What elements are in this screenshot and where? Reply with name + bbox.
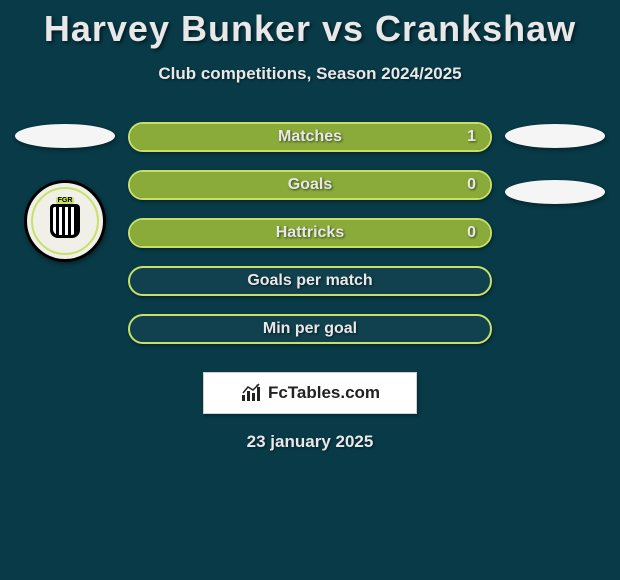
- stat-label: Matches: [130, 128, 490, 146]
- stat-value: 0: [467, 224, 476, 242]
- badge-shield-icon: [50, 204, 80, 238]
- page-title: Harvey Bunker vs Crankshaw: [0, 0, 620, 50]
- right-player-photo-placeholder: [505, 124, 605, 148]
- stat-row-min-per-goal: Min per goal: [128, 314, 492, 344]
- stat-label: Goals: [130, 176, 490, 194]
- left-player-photo-placeholder: [15, 124, 115, 148]
- brand-text: FcTables.com: [268, 383, 380, 403]
- left-player-column: FGR: [10, 122, 120, 262]
- date-text: 23 january 2025: [0, 432, 620, 452]
- stat-value: 0: [467, 176, 476, 194]
- left-club-badge: FGR: [24, 180, 106, 262]
- stats-column: Matches 1 Goals 0 Hattricks 0 Goals per …: [120, 122, 500, 414]
- stat-label: Hattricks: [130, 224, 490, 242]
- comparison-area: FGR Matches 1 Goals 0 Hattricks 0 Goals …: [0, 122, 620, 414]
- stat-row-hattricks: Hattricks 0: [128, 218, 492, 248]
- chart-icon: [240, 381, 264, 405]
- subtitle: Club competitions, Season 2024/2025: [0, 64, 620, 84]
- stat-row-matches: Matches 1: [128, 122, 492, 152]
- stat-row-goals-per-match: Goals per match: [128, 266, 492, 296]
- right-player-column: [500, 122, 610, 204]
- stat-label: Goals per match: [130, 272, 490, 290]
- right-club-badge-placeholder: [505, 180, 605, 204]
- stat-row-goals: Goals 0: [128, 170, 492, 200]
- stat-label: Min per goal: [130, 320, 490, 338]
- stat-value: 1: [467, 128, 476, 146]
- brand-box: FcTables.com: [203, 372, 417, 414]
- badge-fgr-text: FGR: [56, 197, 75, 204]
